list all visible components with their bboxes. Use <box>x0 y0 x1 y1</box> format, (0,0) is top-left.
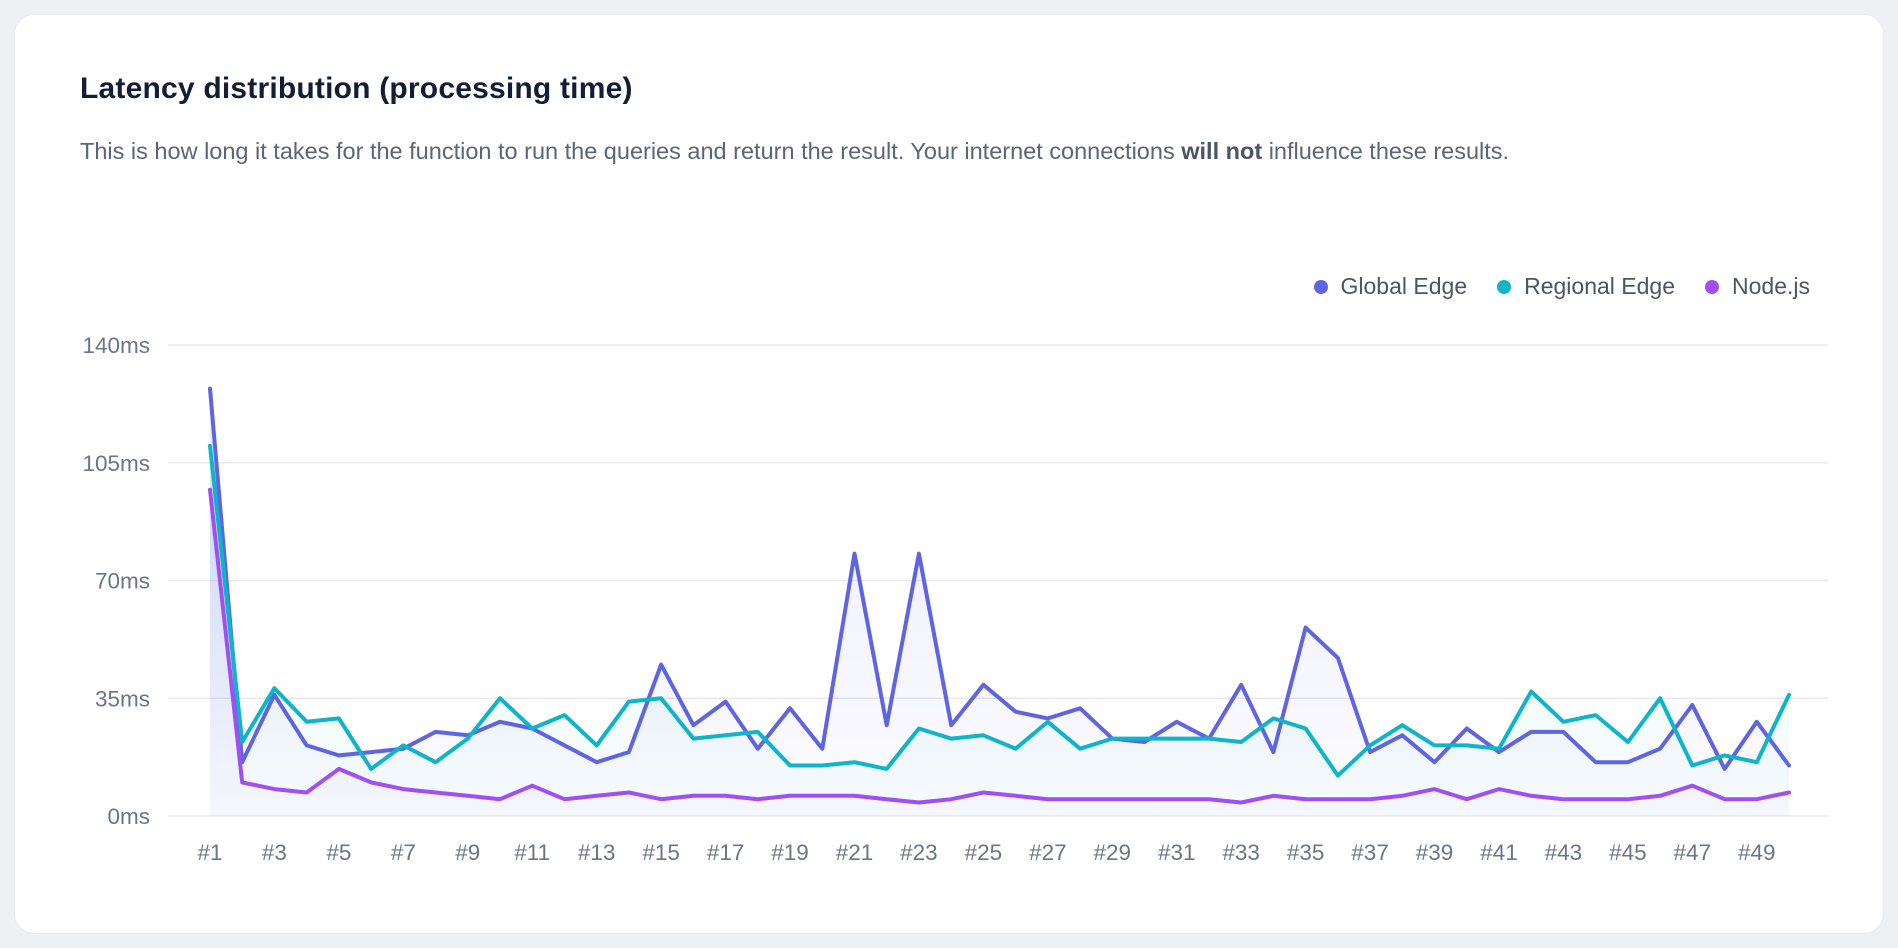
legend-label: Global Edge <box>1340 273 1468 299</box>
subtitle-text-1: This is how long it takes for the functi… <box>80 138 1182 164</box>
legend-item-nodejs[interactable]: Node.js <box>1705 273 1810 300</box>
legend-dot-icon <box>1705 279 1720 294</box>
legend-dot-icon <box>1497 279 1512 294</box>
subtitle-text-2: influence these results. <box>1262 138 1510 164</box>
legend-dot-icon <box>1313 279 1328 294</box>
subtitle-bold-text: will not <box>1181 138 1263 164</box>
latency-card: Latency distribution (processing time) T… <box>14 14 1884 934</box>
chart-title: Latency distribution (processing time) <box>80 72 633 105</box>
legend-item-global-edge[interactable]: Global Edge <box>1313 273 1468 300</box>
chart-legend: Global Edge Regional Edge Node.js <box>1313 273 1810 300</box>
legend-label: Node.js <box>1732 273 1810 299</box>
legend-label: Regional Edge <box>1524 273 1676 299</box>
chart-subtitle: This is how long it takes for the functi… <box>80 127 1775 176</box>
legend-item-regional-edge[interactable]: Regional Edge <box>1497 273 1675 300</box>
